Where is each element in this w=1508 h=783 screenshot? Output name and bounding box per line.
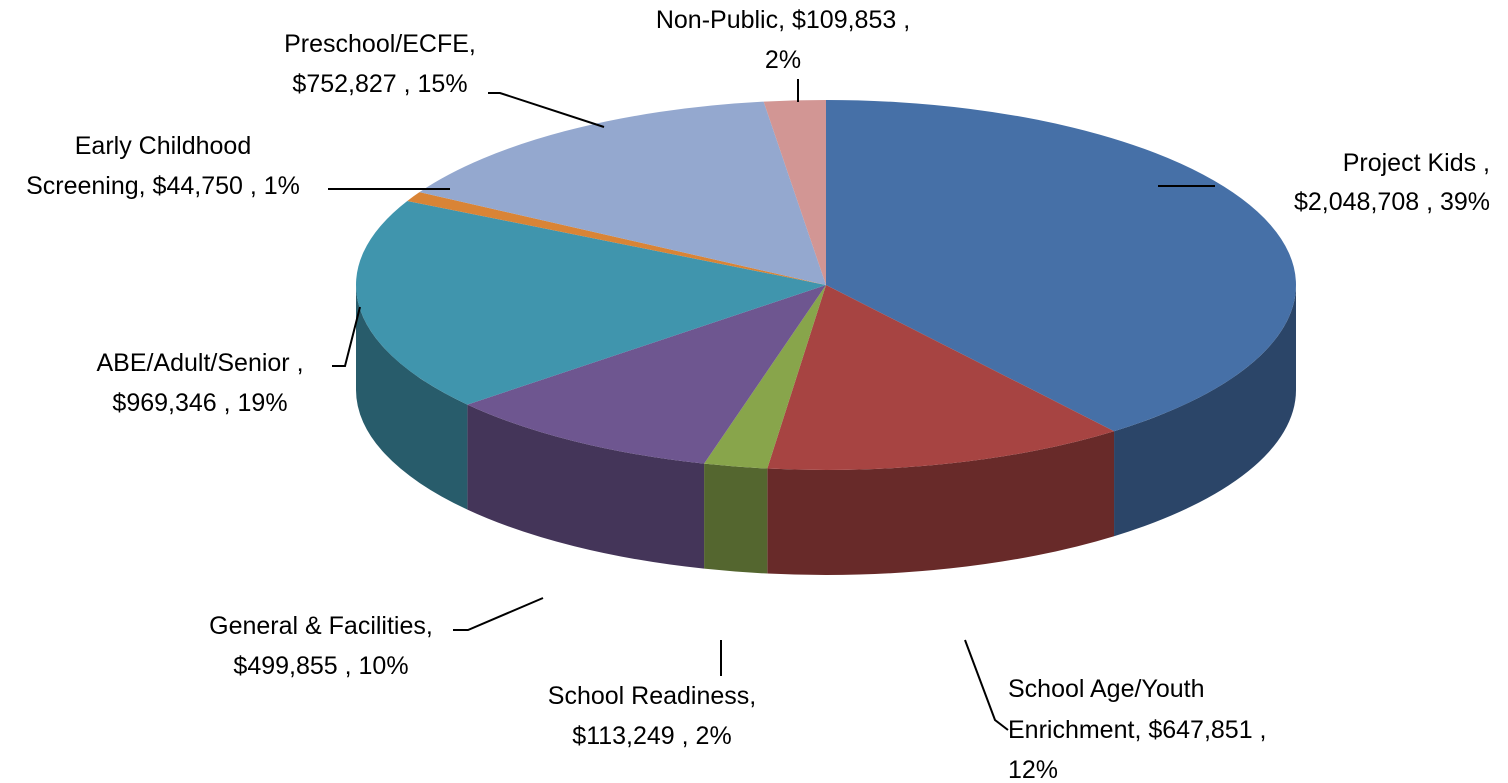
leader-line-preschool-ecfe — [488, 92, 605, 128]
leader-line-abe-adult-senior — [332, 306, 361, 367]
data-label-line: Enrichment, $647,851 , — [1008, 716, 1267, 744]
pie-slice-general-facilities — [467, 285, 826, 464]
pie-slice-project-kids — [826, 100, 1296, 432]
leader-line-general-facilities — [453, 597, 544, 631]
leader-line-school-age-youth-enrichment — [964, 639, 1009, 731]
data-label-non-public: Non-Public, $109,853 , 2% — [656, 6, 910, 74]
data-label-line: 2% — [765, 46, 801, 74]
data-label-school-age-youth-enrichment: School Age/Youth Enrichment, $647,851 , 12… — [1008, 675, 1267, 783]
pie-slice-school-age-youth-enrichment — [767, 285, 1115, 470]
data-label-line: $113,249 , 2% — [572, 722, 731, 750]
pie-slice-early-childhood-screening — [407, 192, 826, 285]
data-label-line: Project Kids , — [1343, 149, 1490, 177]
data-label-project-kids: Project Kids , $2,048,708 , 39% — [1294, 149, 1490, 216]
data-labels: Project Kids , $2,048,708 , 39% School Age… — [26, 6, 1490, 783]
pie-side-general-facilities — [467, 404, 705, 569]
data-label-line: Non-Public, $109,853 , — [656, 6, 910, 34]
leader-lines — [328, 79, 1215, 731]
pie-slice-school-readiness — [704, 285, 826, 469]
data-label-line: 12% — [1008, 756, 1058, 783]
pie-slice-preschool-ecfe — [419, 101, 826, 285]
data-label-line: $752,827 , 15% — [292, 70, 467, 98]
pie-sides — [356, 285, 1296, 575]
pie-side-school-age-youth-enrichment — [767, 431, 1115, 575]
data-label-line: School Readiness, — [548, 682, 756, 710]
data-label-line: School Age/Youth — [1008, 675, 1204, 703]
data-label-general-facilities: General & Facilities, $499,855 , 10% — [209, 612, 433, 680]
data-label-school-readiness: School Readiness, $113,249 , 2% — [548, 682, 756, 750]
pie-side-project-kids — [1114, 285, 1296, 537]
data-label-line: Early Childhood — [75, 132, 252, 160]
pie-tops — [356, 100, 1296, 470]
data-label-line: $969,346 , 19% — [112, 389, 287, 417]
pie-side-abe-adult-senior — [356, 285, 468, 510]
data-label-line: $2,048,708 , 39% — [1294, 188, 1490, 216]
data-label-abe-adult-senior: ABE/Adult/Senior , $969,346 , 19% — [96, 349, 303, 417]
data-label-line: General & Facilities, — [209, 612, 433, 640]
data-label-line: $499,855 , 10% — [233, 652, 408, 680]
data-label-line: Screening, $44,750 , 1% — [26, 172, 300, 200]
data-label-preschool-ecfe: Preschool/ECFE, $752,827 , 15% — [284, 30, 476, 98]
pie-side-school-readiness — [704, 463, 768, 574]
data-label-early-childhood-screening: Early Childhood Screening, $44,750 , 1% — [26, 132, 300, 200]
pie-slice-abe-adult-senior — [356, 200, 826, 405]
data-label-line: ABE/Adult/Senior , — [96, 349, 303, 377]
pie-slice-non-public — [763, 100, 826, 285]
data-label-line: Preschool/ECFE, — [284, 30, 476, 58]
